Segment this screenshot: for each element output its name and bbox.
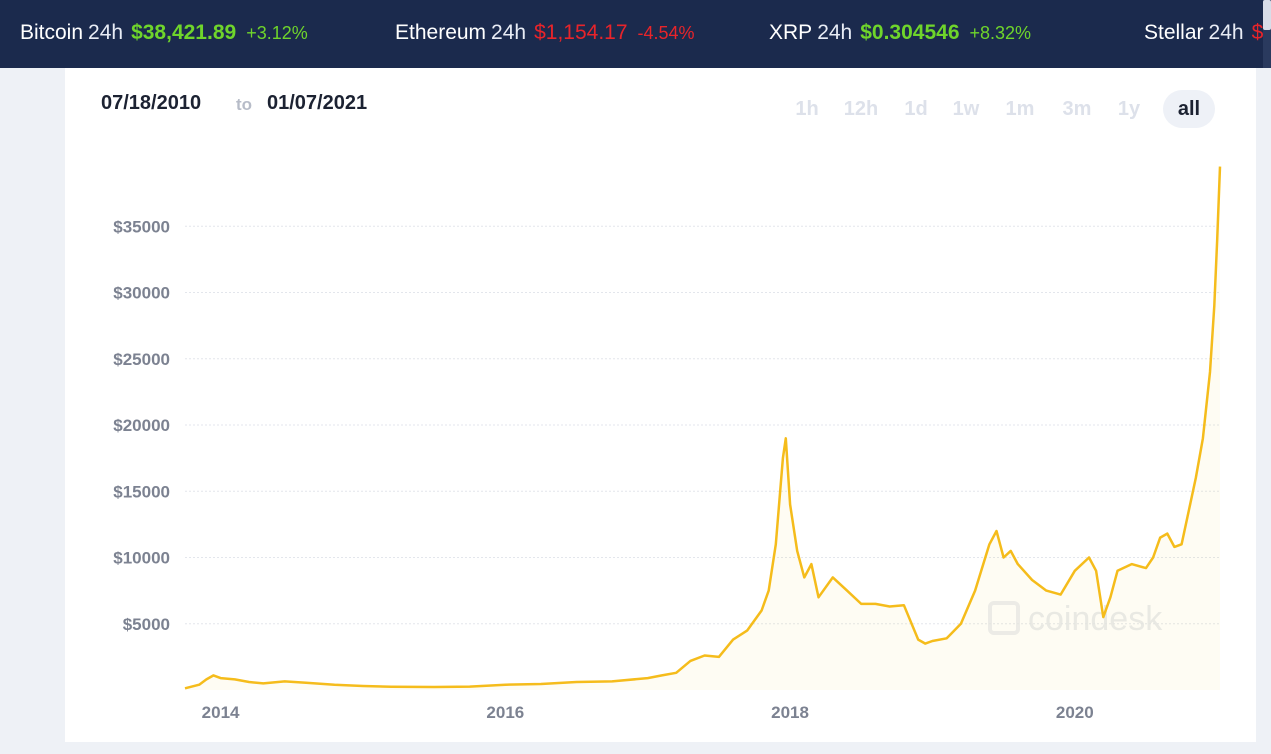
y-tick-label: $25000	[113, 350, 170, 369]
ticker-price: $38,421.89	[131, 21, 237, 44]
y-tick-label: $30000	[113, 284, 170, 303]
period-tab-all[interactable]: all	[1163, 90, 1215, 128]
ticker-change: +3.12%	[246, 23, 308, 43]
ticker-item-bitcoin[interactable]: Bitcoin 24h $38,421.89 +3.12%	[20, 20, 308, 46]
ticker-scrollbar-thumb[interactable]	[1263, 0, 1271, 30]
period-tab-1y[interactable]: 1y	[1117, 98, 1141, 120]
coindesk-watermark: coindesk	[988, 600, 1163, 638]
x-tick-label: 2018	[771, 703, 809, 722]
ticker-item-xrp[interactable]: XRP 24h $0.304546 +8.32%	[769, 20, 1031, 46]
ticker-item-stellar[interactable]: Stellar 24h $	[1144, 20, 1271, 46]
ticker-change: -4.54%	[637, 23, 695, 43]
y-tick-label: $35000	[113, 217, 170, 236]
y-tick-label: $5000	[123, 615, 170, 634]
series-area	[185, 166, 1220, 691]
y-tick-label: $10000	[113, 549, 170, 568]
watermark-text: coindesk	[1028, 600, 1163, 638]
ticker-name: Ethereum	[395, 21, 487, 44]
range-separator: to	[236, 95, 253, 114]
ticker-name: Stellar	[1144, 21, 1204, 44]
ticker-period: 24h	[491, 21, 527, 44]
range-end-date[interactable]: 01/07/2021	[267, 92, 368, 114]
ticker-period: 24h	[88, 21, 124, 44]
chart-card	[65, 68, 1256, 742]
ticker-name: Bitcoin	[20, 21, 84, 44]
period-tab-1d[interactable]: 1d	[904, 98, 928, 120]
price-ticker-bar: Bitcoin 24h $38,421.89 +3.12% Ethereum 24h $1,…	[0, 0, 1271, 68]
ticker-price: $1,154.17	[534, 21, 628, 44]
period-tab-1h[interactable]: 1h	[795, 98, 819, 120]
period-tab-1m[interactable]: 1m	[1005, 98, 1035, 120]
period-tab-1w[interactable]: 1w	[952, 98, 980, 120]
period-tabs: 1h 12h 1d 1w 1m 3m 1y all	[785, 90, 1220, 128]
ticker-period: 24h	[1208, 21, 1244, 44]
range-start-date[interactable]: 07/18/2010	[101, 92, 202, 114]
ticker-period: 24h	[817, 21, 853, 44]
ticker-item-ethereum[interactable]: Ethereum 24h $1,154.17 -4.54%	[395, 20, 695, 46]
period-tab-3m[interactable]: 3m	[1062, 98, 1092, 120]
y-tick-label: $15000	[113, 482, 170, 501]
ticker-name: XRP	[769, 21, 813, 44]
x-tick-label: 2014	[202, 703, 240, 722]
y-tick-label: $20000	[113, 416, 170, 435]
x-tick-label: 2020	[1056, 703, 1094, 722]
period-tab-12h[interactable]: 12h	[843, 98, 879, 120]
ticker-scrollbar[interactable]	[1263, 0, 1271, 68]
x-tick-label: 2016	[486, 703, 524, 722]
ticker-price: $	[1251, 21, 1264, 44]
ticker-price: $0.304546	[860, 21, 960, 44]
ticker-change: +8.32%	[969, 23, 1032, 43]
coindesk-logo-icon	[988, 601, 1020, 635]
